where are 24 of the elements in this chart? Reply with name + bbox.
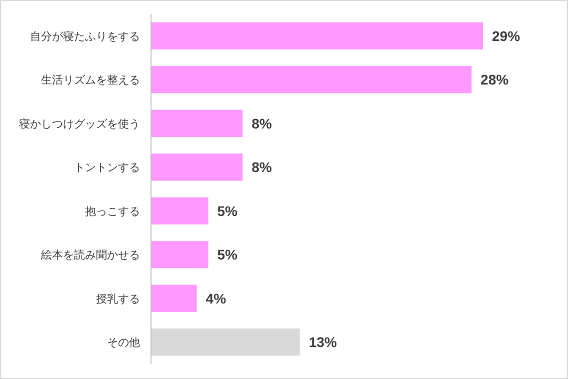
data-label: 28%: [480, 72, 510, 88]
data-label: 4%: [206, 290, 227, 306]
data-label: 5%: [217, 202, 238, 219]
y-tick-label: 抱っこする: [85, 206, 140, 218]
y-tick-label: トントンする: [74, 162, 140, 174]
data-label: 29%: [492, 28, 521, 44]
bar: [151, 22, 483, 50]
bar: [151, 110, 243, 137]
bar: [151, 241, 208, 268]
bar: [151, 197, 208, 224]
y-tick-label: 寝かしつけグッズを使う: [19, 117, 140, 130]
y-tick-label: 生活リズムを整える: [41, 74, 140, 87]
y-tick-label: 授乳する: [96, 292, 140, 306]
y-tick-label: その他: [107, 337, 140, 350]
data-label: 13%: [308, 334, 338, 350]
y-tick-label: 絵本を読み聞かせる: [40, 248, 140, 262]
bar: [151, 66, 472, 94]
y-tick-label: 自分が寝たふりをする: [30, 30, 140, 43]
data-label: 5%: [217, 246, 238, 263]
bar: [151, 328, 300, 356]
bar: [151, 154, 243, 181]
data-label: 8%: [252, 159, 272, 176]
bar: [151, 284, 197, 312]
data-label: 8%: [252, 115, 272, 132]
